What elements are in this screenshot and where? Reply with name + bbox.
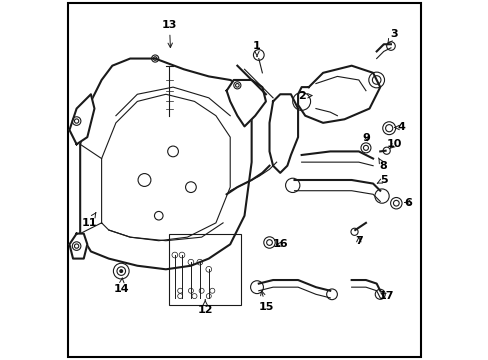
Circle shape xyxy=(120,270,122,273)
Text: 4: 4 xyxy=(394,122,405,132)
Text: 8: 8 xyxy=(378,158,386,171)
Text: 1: 1 xyxy=(253,41,260,57)
Polygon shape xyxy=(69,234,87,258)
Polygon shape xyxy=(102,94,230,241)
Text: 15: 15 xyxy=(258,291,273,312)
Text: 13: 13 xyxy=(162,19,177,48)
Bar xyxy=(169,234,241,305)
Polygon shape xyxy=(80,59,251,269)
Text: 17: 17 xyxy=(378,291,393,301)
Polygon shape xyxy=(69,94,94,144)
Text: 11: 11 xyxy=(81,213,97,228)
Text: 16: 16 xyxy=(272,239,287,249)
Text: 6: 6 xyxy=(403,198,411,207)
Polygon shape xyxy=(298,66,380,123)
Polygon shape xyxy=(269,94,298,173)
Text: 7: 7 xyxy=(354,236,362,246)
Text: 2: 2 xyxy=(297,91,311,101)
Polygon shape xyxy=(226,80,265,126)
Text: 5: 5 xyxy=(376,175,387,185)
Text: 14: 14 xyxy=(113,278,129,294)
Text: 9: 9 xyxy=(362,133,370,143)
Text: 10: 10 xyxy=(386,139,402,149)
Text: 12: 12 xyxy=(197,300,212,315)
Text: 3: 3 xyxy=(387,28,398,44)
